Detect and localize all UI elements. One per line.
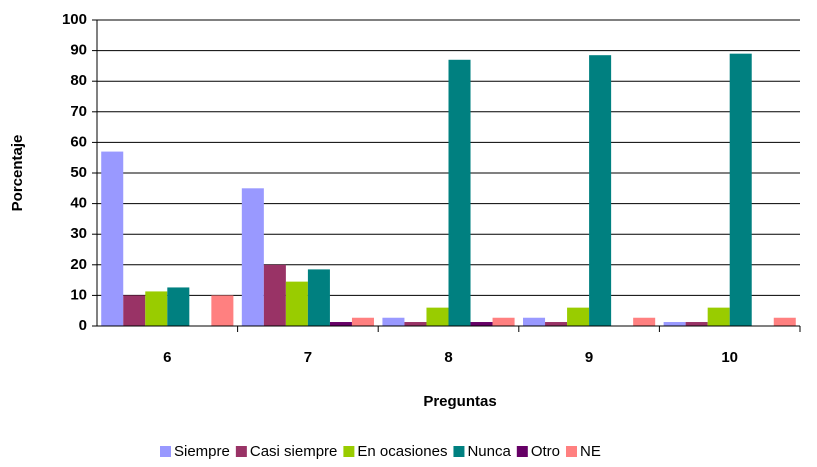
legend-swatch — [516, 446, 528, 457]
legend-label: NE — [580, 443, 601, 460]
bar — [382, 317, 405, 326]
legend-swatch — [343, 446, 355, 457]
bar — [241, 188, 264, 326]
y-tick-label: 10 — [70, 286, 87, 303]
y-tick-label: 70 — [70, 103, 87, 120]
bar — [404, 322, 427, 326]
legend-swatch — [453, 446, 465, 457]
bar — [523, 317, 546, 326]
bar — [307, 269, 330, 326]
bar — [351, 317, 374, 326]
legend-swatch — [566, 446, 577, 457]
y-tick-label: 60 — [70, 133, 87, 150]
bar — [707, 307, 730, 326]
bar — [685, 322, 708, 326]
y-axis-label: Porcentaje — [9, 135, 26, 212]
legend-label: Casi siempre — [250, 443, 338, 460]
bar — [101, 151, 124, 326]
bar — [773, 317, 796, 326]
y-tick-label: 80 — [70, 72, 87, 89]
x-axis-label: Preguntas — [423, 393, 496, 410]
x-tick-label: 6 — [163, 349, 171, 366]
x-tick-label: 10 — [721, 349, 738, 366]
bar — [663, 322, 686, 326]
bar — [470, 322, 493, 326]
legend-swatch — [235, 446, 247, 457]
legend-label: Siempre — [174, 443, 230, 460]
bar — [145, 291, 168, 326]
bar — [567, 307, 590, 326]
y-tick-label: 20 — [70, 256, 87, 273]
y-tick-label: 90 — [70, 42, 87, 59]
bar — [426, 307, 449, 326]
bar — [545, 322, 568, 326]
bar — [285, 281, 308, 326]
bar — [492, 317, 515, 326]
bar — [329, 322, 352, 326]
bar — [589, 55, 612, 326]
y-tick-label: 50 — [70, 164, 87, 181]
bar — [729, 53, 752, 326]
y-tick-label: 100 — [62, 11, 87, 28]
x-tick-label: 9 — [585, 349, 593, 366]
y-tick-label: 40 — [70, 195, 87, 212]
bar — [211, 295, 234, 326]
bar — [263, 264, 286, 326]
bar — [123, 295, 146, 326]
legend-label: Otro — [531, 443, 560, 460]
bar — [448, 59, 471, 326]
bar — [167, 287, 190, 326]
legend-label: Nunca — [467, 443, 511, 460]
bar — [633, 317, 656, 326]
legend-swatch — [160, 446, 171, 457]
legend-label: En ocasiones — [357, 443, 447, 460]
y-tick-label: 30 — [70, 225, 87, 242]
x-tick-label: 7 — [304, 349, 312, 366]
x-tick-label: 8 — [444, 349, 452, 366]
y-tick-label: 0 — [79, 317, 87, 334]
